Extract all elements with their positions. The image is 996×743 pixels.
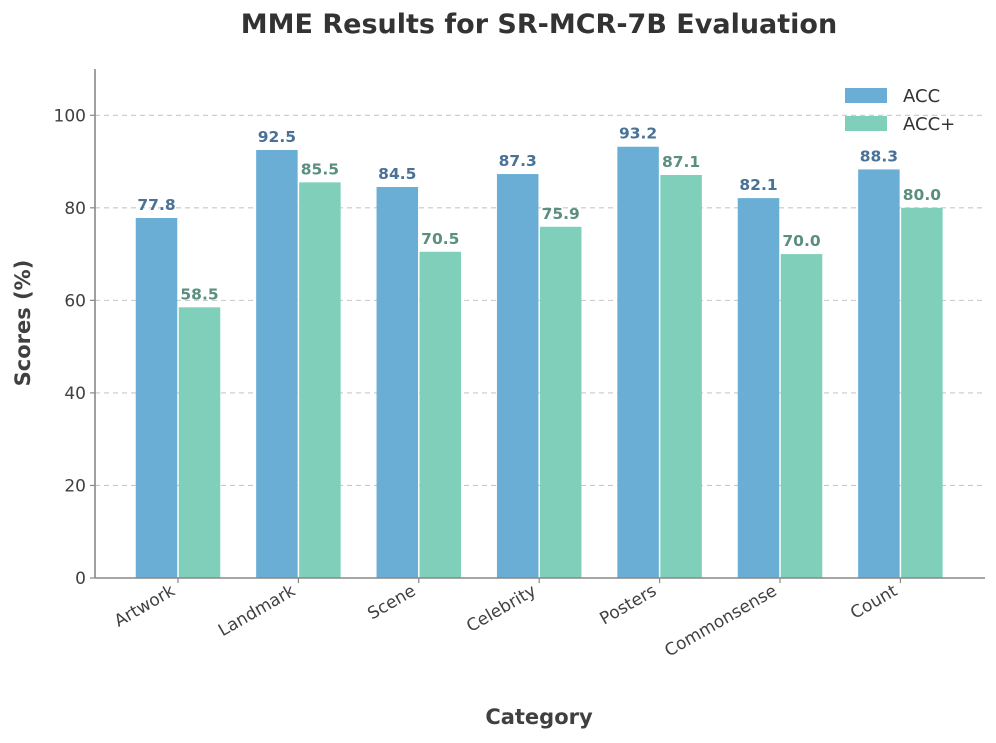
y-axis-title: Scores (%) [11,260,35,387]
x-tick-label-posters: Posters [597,581,661,629]
x-axis-title: Category [485,705,593,729]
y-tick-label: 80 [64,199,86,219]
value-label-acc-count: 88.3 [860,147,898,165]
value-label-acc-posters: 93.2 [619,125,657,143]
bar-acc-plus-landmark [299,182,341,579]
legend-swatch-acc-plus [845,116,887,131]
x-tick-label-count: Count [847,581,901,624]
legend-swatch-acc [845,88,887,103]
value-label-acc-scene: 84.5 [378,165,416,183]
value-labels: 77.8 58.5 92.5 85.5 84.5 70.5 87.3 75.9 93.2 87.1… [137,125,941,304]
value-label-acc-plus-count: 80.0 [903,186,941,204]
bar-acc-plus-commonsense [780,254,823,578]
bar-acc-scene [376,186,419,578]
value-label-acc-commonsense: 82.1 [739,176,777,194]
x-tick-label-celebrity: Celebrity [463,581,539,637]
legend-label-acc-plus: ACC+ [903,114,955,135]
bar-acc-landmark [256,149,298,578]
bars [135,146,943,579]
bar-acc-plus-count [901,207,943,578]
value-label-acc-plus-posters: 87.1 [662,153,700,171]
x-tick-label-commonsense: Commonsense [661,581,780,661]
y-tick-label: 20 [64,476,86,496]
bar-acc-posters [617,146,659,579]
value-label-acc-plus-celebrity: 75.9 [542,205,580,223]
value-label-acc-artwork: 77.8 [137,196,175,214]
value-label-acc-plus-landmark: 85.5 [301,160,339,178]
bar-acc-plus-posters [660,174,702,578]
y-tick-label: 100 [54,106,86,126]
y-tick-label: 60 [64,291,86,311]
legend: ACC ACC+ [845,86,955,135]
bar-acc-plus-artwork [178,307,221,578]
value-label-acc-celebrity: 87.3 [499,152,537,170]
y-tick-label: 0 [75,569,86,589]
y-axis-ticks: 0 20 40 60 80 100 [54,106,95,589]
bar-acc-artwork [135,217,178,579]
legend-label-acc: ACC [903,86,940,107]
value-label-acc-plus-artwork: 58.5 [180,285,218,303]
x-axis-ticks: Artwork Landmark Scene Celebrity Posters Comm… [111,578,901,661]
bar-acc-celebrity [496,174,539,578]
bar-acc-count [858,169,900,579]
value-label-acc-landmark: 92.5 [258,128,296,146]
chart-title: MME Results for SR-MCR-7B Evaluation [241,9,837,40]
y-tick-label: 40 [64,384,86,404]
x-tick-label-scene: Scene [364,581,419,624]
bar-acc-plus-scene [419,251,462,578]
x-tick-label-landmark: Landmark [215,581,299,641]
bar-acc-plus-celebrity [539,226,582,579]
bar-acc-commonsense [737,198,780,579]
x-tick-label-artwork: Artwork [111,581,179,632]
value-label-acc-plus-scene: 70.5 [421,230,459,248]
value-label-acc-plus-commonsense: 70.0 [782,232,820,250]
